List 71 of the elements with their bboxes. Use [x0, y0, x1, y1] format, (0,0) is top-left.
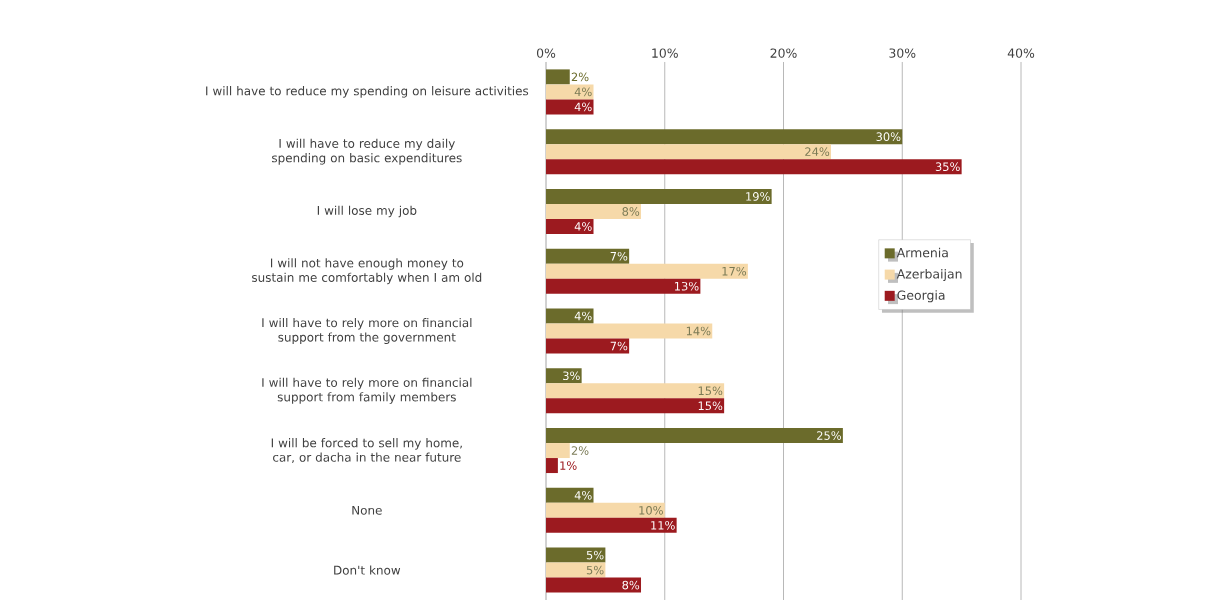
y-tick-label: Don't know — [334, 565, 401, 575]
data-label: 11% — [651, 521, 675, 530]
x-tick-label: 40% — [1007, 48, 1035, 58]
x-tick-label: 10% — [652, 48, 678, 58]
y-tick-label: I will have to reduce my daily spending on basic expenditures — [272, 138, 462, 165]
data-label: 17% — [722, 266, 747, 276]
bar — [546, 443, 570, 459]
x-tick-label: 0% — [536, 48, 556, 58]
bar — [546, 547, 606, 563]
bar — [546, 308, 594, 324]
data-label: 4% — [574, 87, 592, 97]
data-label: 13% — [674, 281, 699, 291]
legend-label: Georgia — [897, 290, 945, 303]
data-label: 5% — [586, 550, 604, 560]
data-label: 4% — [574, 222, 592, 231]
data-label: 5% — [586, 565, 604, 575]
data-label: 8% — [622, 580, 640, 590]
legend-label: Armenia — [896, 247, 948, 258]
data-label: 4% — [574, 311, 592, 321]
bar — [546, 188, 772, 204]
data-label: 24% — [805, 147, 830, 156]
bar — [546, 248, 630, 264]
bar — [546, 368, 582, 384]
data-label: 25% — [817, 431, 842, 440]
data-label: 30% — [876, 132, 901, 141]
bar — [546, 278, 701, 294]
bar — [546, 502, 665, 518]
data-label: 4% — [574, 491, 592, 500]
data-label: 1% — [560, 461, 577, 470]
bar — [546, 562, 606, 578]
bar — [546, 159, 962, 175]
bar — [546, 69, 570, 85]
data-label: 19% — [746, 192, 770, 201]
y-tick-label: I will not have enough money to sustain me comfortably when I am old — [252, 258, 482, 285]
data-label: 3% — [563, 371, 580, 381]
bar — [546, 129, 903, 145]
legend-label: Azerbaijan — [896, 268, 962, 282]
bar — [546, 203, 642, 219]
y-tick-label: I will have to rely more on financial support from the government — [262, 317, 472, 344]
bar — [546, 338, 630, 354]
data-label: 10% — [639, 506, 663, 515]
bar — [546, 383, 725, 399]
bar — [546, 577, 642, 593]
bar — [546, 428, 843, 444]
bar — [546, 99, 594, 115]
data-label: 7% — [610, 251, 628, 261]
bar — [546, 323, 713, 339]
data-label: 2% — [571, 72, 589, 82]
bar — [546, 263, 748, 279]
data-label: 14% — [686, 326, 711, 336]
bar — [546, 144, 832, 160]
bar — [546, 517, 677, 533]
bar — [546, 487, 594, 503]
data-label: 8% — [622, 207, 640, 216]
data-label: 7% — [610, 341, 628, 351]
x-tick-label: 20% — [770, 48, 797, 58]
data-label: 15% — [698, 386, 723, 396]
y-tick-label: I will lose my job — [317, 205, 417, 218]
data-label: 15% — [698, 401, 723, 411]
bar — [546, 458, 558, 474]
bar — [546, 84, 594, 100]
y-tick-label: I will be forced to sell my home, car, or dacha in the near future — [271, 438, 462, 464]
y-tick-label: I will have to rely more on financial support from family members — [262, 377, 472, 404]
bar — [546, 218, 594, 234]
data-label: 4% — [574, 102, 592, 112]
bar — [546, 398, 725, 414]
x-tick-label: 30% — [889, 48, 916, 58]
y-tick-label: None — [352, 505, 382, 515]
y-tick-label: I will have to reduce my spending on leisure activities — [206, 86, 529, 98]
data-label: 2% — [571, 446, 589, 455]
data-label: 35% — [935, 162, 960, 171]
